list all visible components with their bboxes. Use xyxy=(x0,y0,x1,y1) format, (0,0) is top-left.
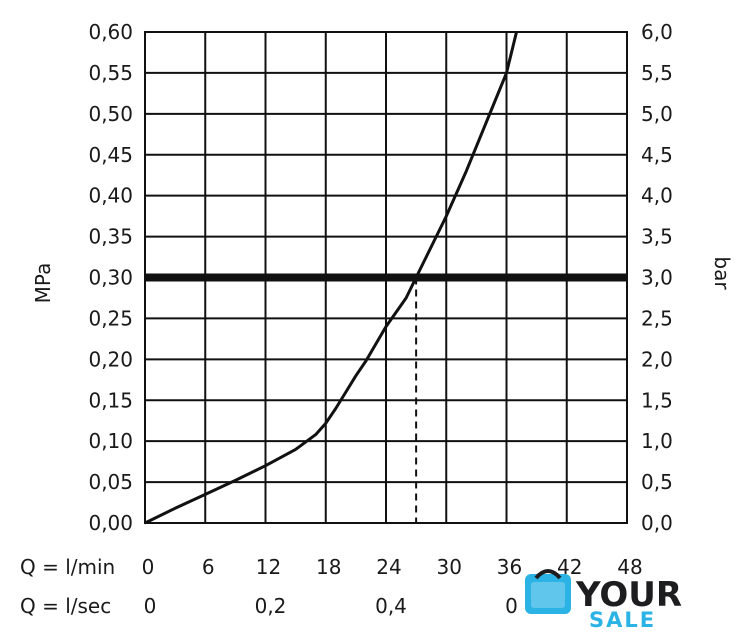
y2-tick-label: 3,5 xyxy=(641,225,673,249)
series-layer xyxy=(144,31,518,525)
y-tick-label: 0,55 xyxy=(88,61,133,85)
plot-frame xyxy=(144,31,628,524)
y-axis-title-left: MPa xyxy=(31,263,55,304)
y-axis-left: 0,00 0,05 0,10 0,15 0,20 0,25 0,30 0,35 0,40 0,45… xyxy=(88,20,133,535)
y2-tick-label: 5,0 xyxy=(641,102,673,126)
x2-tick-label: 0,2 xyxy=(255,594,287,618)
logo-bag-icon xyxy=(525,574,571,614)
x-tick-label: 12 xyxy=(256,555,281,579)
y2-tick-label: 4,0 xyxy=(641,184,673,208)
y-tick-label: 0,05 xyxy=(88,470,133,494)
y2-tick-label: 4,5 xyxy=(641,143,673,167)
y-tick-label: 0,50 xyxy=(88,102,133,126)
x-axis-lmin: 0 6 12 18 24 30 36 42 48 xyxy=(142,555,643,579)
y-tick-label: 0,10 xyxy=(88,429,133,453)
y2-tick-label: 0,0 xyxy=(641,511,673,535)
y-tick-label: 0,20 xyxy=(88,347,133,371)
y2-tick-label: 5,5 xyxy=(641,61,673,85)
watermark-logo: YOUR SALE xyxy=(525,569,682,632)
x-tick-label: 18 xyxy=(316,555,341,579)
logo-text-sale: SALE xyxy=(589,608,656,632)
x-tick-label: 36 xyxy=(497,555,522,579)
y2-tick-label: 2,0 xyxy=(641,347,673,371)
y2-tick-label: 3,0 xyxy=(641,266,673,290)
x-axis-lsec: 0 0,2 0,4 0 xyxy=(144,594,518,618)
x2-tick-label: 0 xyxy=(505,594,518,618)
y-axis-title-right: bar xyxy=(710,256,734,290)
y2-tick-label: 1,5 xyxy=(641,388,673,412)
x-tick-label: 30 xyxy=(437,555,462,579)
y2-tick-label: 1,0 xyxy=(641,429,673,453)
x2-tick-label: 0,4 xyxy=(375,594,407,618)
x-tick-label: 6 xyxy=(202,555,215,579)
y-tick-label: 0,35 xyxy=(88,225,133,249)
logo-text-your: YOUR xyxy=(575,575,682,615)
x-row-label-lsec: Q = l/sec xyxy=(20,594,111,618)
y-axis-right: 0,0 0,5 1,0 1,5 2,0 2,5 3,0 3,5 4,0 4,5 5,0 5,5 6,0 xyxy=(641,20,673,535)
y2-tick-label: 6,0 xyxy=(641,20,673,44)
y2-tick-label: 2,5 xyxy=(641,306,673,330)
x-tick-label: 48 xyxy=(617,555,642,579)
reference-layer xyxy=(145,273,627,523)
y2-tick-label: 0,5 xyxy=(641,470,673,494)
y-tick-label: 0,00 xyxy=(88,511,133,535)
x-tick-label: 24 xyxy=(376,555,401,579)
y-tick-label: 0,45 xyxy=(88,143,133,167)
x-tick-label: 0 xyxy=(142,555,155,579)
y-tick-label: 0,25 xyxy=(88,306,133,330)
y-tick-label: 0,40 xyxy=(88,184,133,208)
x2-tick-label: 0 xyxy=(144,594,157,618)
x-row-label-lmin: Q = l/min xyxy=(20,555,115,579)
y-tick-label: 0,60 xyxy=(88,20,133,44)
y-tick-label: 0,30 xyxy=(88,266,133,290)
series-line xyxy=(144,31,518,525)
y-tick-label: 0,15 xyxy=(88,388,133,412)
